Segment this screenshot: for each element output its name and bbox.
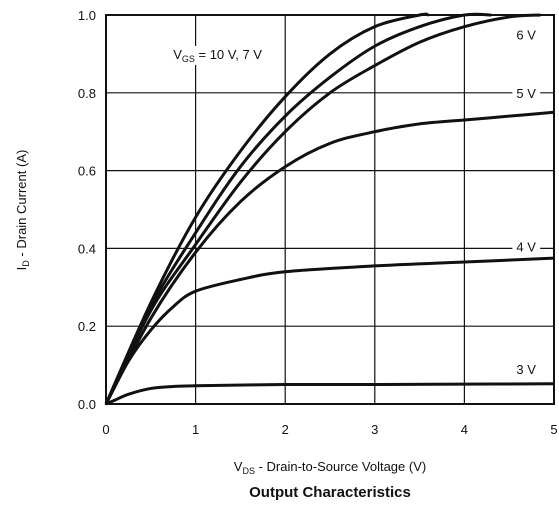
y-tick-label: 0.2 (78, 319, 96, 334)
curve-label-bg (512, 238, 541, 256)
curve-label-text: 4 V (516, 239, 536, 254)
chart-title: Output Characteristics (249, 484, 411, 501)
curve-label-text: 5 V (516, 86, 536, 101)
series-line-1 (104, 12, 492, 405)
curve-label-bg (512, 360, 541, 378)
series-line-3 (104, 110, 555, 405)
series-line-4 (104, 256, 555, 405)
curves (104, 12, 555, 406)
curve-label-bg (169, 45, 267, 65)
curve-labels: VGS = 10 V, 7 V 6 V 5 V 4 V 3 V (169, 26, 541, 378)
y-axis-label: ID - Drain Current (A) (14, 150, 31, 271)
curve-label-text: 6 V (516, 27, 536, 42)
x-tick-labels: 0 1 2 3 4 5 (102, 422, 557, 437)
x-axis-label: VDS - Drain-to-Source Voltage (V) (234, 459, 426, 476)
curve-label-3: 4 V (512, 238, 541, 256)
x-tick-label: 5 (550, 422, 557, 437)
curve-label-text: 3 V (516, 362, 536, 377)
series-line-5 (105, 382, 555, 406)
series-line-0 (104, 12, 429, 405)
curve-label-4: 3 V (512, 360, 541, 378)
y-tick-label: 0.6 (78, 164, 96, 179)
grid (106, 15, 554, 404)
y-tick-label: 0.4 (78, 241, 96, 256)
curve-label-bg (512, 84, 541, 102)
curve-label-text: VGS = 10 V, 7 V (173, 47, 262, 64)
curve-label-bg (512, 26, 541, 44)
curve-label-2: 5 V (512, 84, 541, 102)
series-line-2 (104, 13, 541, 405)
y-tick-label: 0.8 (78, 86, 96, 101)
curve-label-0: VGS = 10 V, 7 V (169, 45, 267, 65)
x-tick-label: 4 (461, 422, 468, 437)
curve-label-1: 6 V (512, 26, 541, 44)
x-tick-label: 0 (102, 422, 109, 437)
plot-frame-group (105, 14, 555, 405)
y-tick-label: 1.0 (78, 8, 96, 23)
y-tick-labels: 0.0 0.2 0.4 0.6 0.8 1.0 (78, 8, 96, 412)
x-tick-label: 1 (192, 422, 199, 437)
y-tick-label: 0.0 (78, 397, 96, 412)
x-tick-label: 3 (371, 422, 378, 437)
plot-frame (105, 14, 555, 405)
x-tick-label: 2 (282, 422, 289, 437)
